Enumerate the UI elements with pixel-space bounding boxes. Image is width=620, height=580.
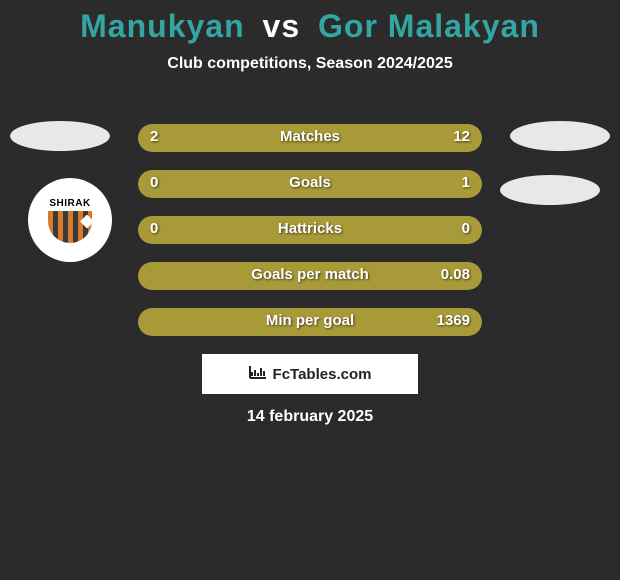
- title-player-left: Manukyan: [80, 8, 244, 44]
- stats-bars: 212Matches 01Goals 00Hattricks 0.08Goals pe…: [138, 124, 482, 354]
- shirak-logo-stripes: [48, 211, 92, 243]
- avatar-placeholder-left-top: [10, 121, 110, 151]
- title-vs: vs: [263, 8, 301, 44]
- stat-row: 1369Min per goal: [138, 308, 482, 336]
- stat-label: Min per goal: [138, 312, 482, 329]
- avatar-placeholder-right-bottom: [500, 175, 600, 205]
- stat-row: 212Matches: [138, 124, 482, 152]
- shirak-logo-text: SHIRAK: [49, 198, 90, 209]
- subtitle: Club competitions, Season 2024/2025: [0, 55, 620, 73]
- page-title: Manukyan vs Gor Malakyan: [0, 0, 620, 45]
- footer-date: 14 february 2025: [0, 408, 620, 426]
- team-badge-left: SHIRAK: [28, 178, 112, 262]
- shirak-logo: SHIRAK: [32, 182, 108, 258]
- title-player-right: Gor Malakyan: [318, 8, 540, 44]
- stat-row: 00Hattricks: [138, 216, 482, 244]
- stat-row: 0.08Goals per match: [138, 262, 482, 290]
- avatar-placeholder-right-top: [510, 121, 610, 151]
- chart-icon: [249, 365, 267, 384]
- stat-label: Matches: [138, 128, 482, 145]
- stat-label: Hattricks: [138, 220, 482, 237]
- stat-row: 01Goals: [138, 170, 482, 198]
- brand-text: FcTables.com: [273, 366, 372, 383]
- stat-label: Goals per match: [138, 266, 482, 283]
- stat-label: Goals: [138, 174, 482, 191]
- brand-badge[interactable]: FcTables.com: [202, 354, 418, 394]
